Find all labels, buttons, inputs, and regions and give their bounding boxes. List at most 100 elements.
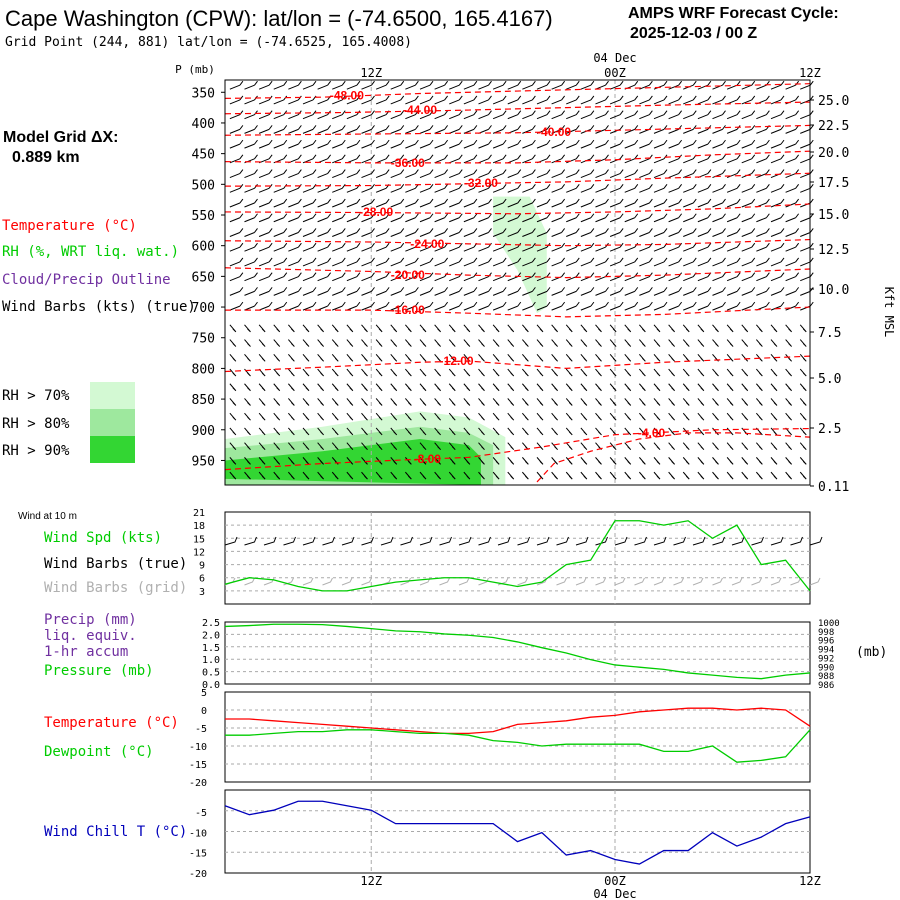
wind-barb <box>346 412 354 421</box>
wind-barb-grid <box>712 577 723 586</box>
wind-barb <box>507 198 522 208</box>
wind-barb <box>492 412 500 421</box>
wind-barb <box>565 324 573 333</box>
wind-barb <box>405 80 419 90</box>
wind-barb-grid <box>790 577 801 586</box>
wind-barb <box>244 383 251 392</box>
wind-barb <box>522 228 536 237</box>
wind-barb <box>551 427 559 436</box>
wind-barb <box>229 383 237 392</box>
wind-barb <box>229 368 237 377</box>
wind-barb <box>361 353 368 362</box>
wind-barb <box>551 169 566 179</box>
wind-barb <box>741 398 749 406</box>
temperature-contour-label: -40.00 <box>537 125 571 139</box>
wind-barb <box>668 183 683 193</box>
wind-barb <box>551 324 559 333</box>
wind-barb <box>726 272 741 282</box>
wind-barb <box>551 368 559 377</box>
wind-barb <box>521 427 529 436</box>
wind-barb <box>258 272 273 282</box>
wind-barb <box>346 427 354 436</box>
wind-barb <box>697 95 712 105</box>
wind-barb <box>287 471 295 480</box>
wind-barb <box>317 383 325 392</box>
wind-barb <box>770 471 778 480</box>
wind-barb <box>756 183 770 193</box>
wind-barb <box>741 110 756 120</box>
wind-barb <box>653 368 661 377</box>
wind-barb <box>609 95 624 105</box>
wind-barb <box>405 287 419 296</box>
wind-barb-true <box>341 536 355 546</box>
wind-barb <box>712 228 726 237</box>
wind-barb <box>595 287 609 296</box>
wind-barb <box>449 257 463 267</box>
wind-barb <box>244 139 258 149</box>
wind-barb <box>566 125 580 134</box>
wind-barb <box>770 442 778 451</box>
wind-barb <box>273 339 281 347</box>
wind-barb <box>653 383 661 392</box>
wind-barb-true <box>517 536 530 546</box>
wind-barb <box>273 242 288 252</box>
wind-barb <box>478 412 485 421</box>
legend-wind-chill: Wind Chill T (°C) <box>44 824 187 840</box>
wind-barb <box>463 183 478 193</box>
wind-barb <box>258 228 273 237</box>
wind-barb <box>507 383 515 392</box>
wind-barb <box>273 198 288 208</box>
wind-barb <box>448 383 456 392</box>
wind-barb <box>639 95 653 105</box>
wind-barb <box>668 412 676 421</box>
wind-barb <box>317 169 332 179</box>
wind-barb <box>478 301 492 311</box>
wind-barb-grid <box>361 577 372 586</box>
wind-barb-true <box>244 536 257 546</box>
wind-barb <box>653 95 668 105</box>
wind-barb <box>507 139 522 149</box>
wind-barb <box>273 80 288 90</box>
wind-barb <box>404 471 412 480</box>
wind-barb <box>287 398 295 406</box>
wind-barb <box>609 471 617 480</box>
wind-barb <box>302 257 317 267</box>
wind-barb <box>390 169 405 179</box>
wind-barb <box>434 442 442 451</box>
wind-barb <box>653 287 668 296</box>
wind-barb <box>288 301 302 311</box>
wind-barb <box>697 287 712 296</box>
wind-barb <box>287 383 295 392</box>
wind-barb <box>332 95 346 105</box>
temperature-contour-label: -8.00 <box>414 452 442 466</box>
wind-barb <box>624 139 639 149</box>
wind-barb <box>565 412 573 421</box>
wind-barb <box>726 198 741 208</box>
wind-barb <box>580 228 595 237</box>
wind-barb <box>536 471 544 480</box>
temperature-contour-label: -12.00 <box>440 354 474 368</box>
wind-barb <box>595 169 609 179</box>
wind-barb <box>287 353 295 362</box>
wind-barb <box>595 457 602 465</box>
wind-barb <box>478 110 492 120</box>
wind-barb <box>405 139 419 149</box>
wind-barb <box>726 471 734 480</box>
wind-barb <box>375 368 383 377</box>
wind-barb <box>507 80 522 90</box>
wind-barb <box>434 398 442 406</box>
wind-barb <box>638 353 646 362</box>
wind-barb <box>712 368 719 377</box>
wind-barb <box>741 442 749 451</box>
wind-barb <box>536 324 544 333</box>
wind-barb <box>624 442 632 451</box>
wind-barb <box>273 353 281 362</box>
wind-barb <box>244 398 251 406</box>
wind-barb <box>244 471 251 480</box>
wind-barb <box>639 287 653 296</box>
pressure-tick-label: 950 <box>192 454 215 469</box>
wind-barb <box>565 368 573 377</box>
wind-barb-true <box>614 536 628 546</box>
wind-barb <box>551 412 559 421</box>
temperature-contour-label: -28.00 <box>359 205 393 219</box>
